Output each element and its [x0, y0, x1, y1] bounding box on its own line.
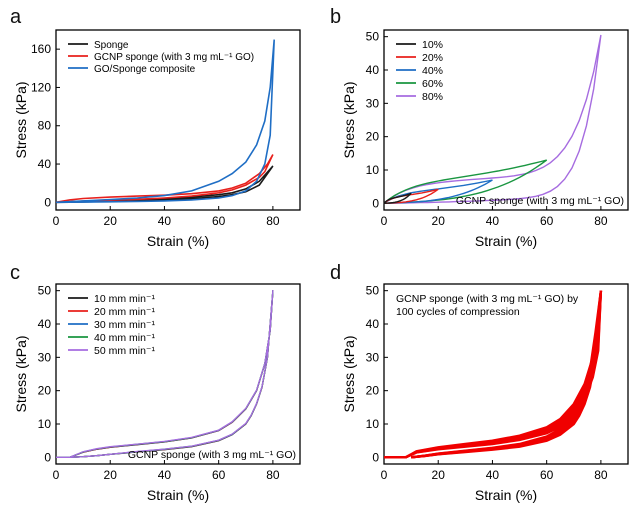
x-tick-label: 80 [266, 468, 280, 482]
x-tick-label: 40 [158, 468, 172, 482]
y-tick-label: 10 [38, 417, 52, 431]
y-tick-label: 50 [38, 284, 52, 298]
x-axis-title: Strain (%) [475, 233, 537, 249]
legend-label-2: 30 mm min⁻¹ [94, 319, 155, 331]
panel-label-a: a [10, 6, 22, 28]
x-tick-label: 60 [212, 214, 226, 228]
series-line-3 [56, 290, 274, 458]
panel-label-c: c [10, 262, 20, 284]
legend-label-0: 10% [422, 39, 443, 51]
series-line-1 [55, 154, 274, 204]
chart-b-svg: 0 20 40 60 80 0 10 20 30 40 50 Strain (%) Stress (kP… [341, 29, 629, 249]
annotation-line-0: GCNP sponge (with 3 mg mL⁻¹ GO) by [396, 293, 579, 305]
x-tick-label: 0 [53, 468, 60, 482]
series-line-1 [56, 290, 274, 458]
chart-a-svg: 0 20 40 60 80 0 40 80 120 160 Strain (%) Stress (kP… [13, 29, 301, 249]
y-tick-label: 40 [38, 317, 52, 331]
x-tick-label: 80 [594, 468, 608, 482]
y-tick-label: 20 [366, 384, 380, 398]
y-tick-label: 30 [366, 96, 380, 110]
y-tick-label: 120 [31, 80, 51, 94]
x-tick-label: 60 [540, 468, 554, 482]
x-tick-label: 40 [486, 468, 500, 482]
series-line-0 [383, 192, 412, 204]
x-tick-label: 40 [486, 214, 500, 228]
chart-panel-b: b 0 20 40 60 80 0 10 20 30 40 50 Strain (%) Stress (… [316, 0, 633, 254]
annotation-line-1: 100 cycles of compression [396, 306, 520, 318]
x-tick-label: 0 [53, 214, 60, 228]
legend-label-2: GO/Sponge composite [94, 64, 196, 75]
y-axis-title: Stress (kPa) [341, 335, 357, 412]
y-tick-label: 40 [366, 317, 380, 331]
y-tick-label: 50 [366, 284, 380, 298]
y-tick-label: 20 [38, 384, 52, 398]
y-tick-label: 0 [44, 195, 51, 209]
legend-label-1: 20% [422, 52, 443, 64]
y-tick-label: 30 [38, 350, 52, 364]
annotation-text: GCNP sponge (with 3 mg mL⁻¹ GO) [456, 195, 624, 207]
series-line-0 [55, 165, 274, 204]
x-tick-label: 60 [540, 214, 554, 228]
series-line-2 [56, 290, 274, 458]
x-tick-label: 0 [381, 214, 388, 228]
legend-label-0: Sponge [94, 40, 129, 51]
x-tick-label: 40 [158, 214, 172, 228]
y-tick-label: 0 [372, 450, 379, 464]
y-tick-label: 0 [44, 450, 51, 464]
x-tick-label: 20 [104, 468, 118, 482]
series-line-0 [56, 290, 274, 458]
y-tick-label: 160 [31, 42, 51, 56]
x-axis-title: Strain (%) [147, 487, 209, 503]
x-axis-title: Strain (%) [475, 487, 537, 503]
cycle-line-5 [384, 290, 603, 459]
legend-label-2: 40% [422, 65, 443, 77]
series-line-4 [56, 290, 274, 458]
x-tick-label: 20 [432, 468, 446, 482]
series-line-4 [383, 34, 602, 204]
x-tick-label: 60 [212, 468, 226, 482]
annotation-text: GCNP sponge (with 3 mg mL⁻¹ GO) [128, 449, 296, 461]
y-tick-label: 10 [366, 417, 380, 431]
x-tick-label: 20 [104, 214, 118, 228]
y-tick-label: 40 [366, 63, 380, 77]
y-tick-label: 80 [38, 119, 52, 133]
panel-label-b: b [330, 6, 342, 28]
legend-label-3: 60% [422, 78, 443, 90]
chart-panel-a: a 0 20 40 60 80 0 40 80 120 160 Strain (%) Stress (… [0, 0, 316, 254]
chart-d-svg: 0 20 40 60 80 0 10 20 30 40 50 Strain (%) Stress (kP… [341, 283, 629, 503]
y-axis-title: Stress (kPa) [341, 81, 357, 158]
panel-label-d: d [330, 262, 342, 284]
plot-frame [383, 29, 629, 211]
legend-label-3: 40 mm min⁻¹ [94, 332, 155, 344]
plot-frame [55, 283, 301, 465]
legend-label-1: 20 mm min⁻¹ [94, 306, 155, 318]
legend-label-1: GCNP sponge (with 3 mg mL⁻¹ GO) [94, 52, 254, 63]
x-tick-label: 80 [266, 214, 280, 228]
x-tick-label: 0 [381, 468, 388, 482]
chart-panel-d: d 0 20 40 60 80 0 10 20 30 40 50 Strain (%) Stress (… [316, 254, 633, 508]
chart-panel-c: c 0 20 40 60 80 0 10 20 30 40 50 Strain (%) Stress (… [0, 254, 316, 508]
legend-label-4: 80% [422, 91, 443, 103]
x-axis-title: Strain (%) [147, 233, 209, 249]
y-tick-label: 50 [366, 30, 380, 44]
series-line-2 [55, 39, 275, 204]
y-tick-label: 10 [366, 163, 380, 177]
legend-label-4: 50 mm min⁻¹ [94, 345, 155, 357]
legend-label-0: 10 mm min⁻¹ [94, 293, 155, 305]
plot-frame [383, 283, 629, 465]
y-axis-title: Stress (kPa) [13, 335, 29, 412]
chart-c-svg: 0 20 40 60 80 0 10 20 30 40 50 Strain (%) Stress (kP… [13, 283, 301, 503]
plot-frame [55, 29, 301, 211]
y-tick-label: 20 [366, 130, 380, 144]
y-tick-label: 0 [372, 196, 379, 210]
x-tick-label: 80 [594, 214, 608, 228]
y-tick-label: 40 [38, 157, 52, 171]
x-tick-label: 20 [432, 214, 446, 228]
series-line-2 [383, 179, 493, 204]
y-axis-title: Stress (kPa) [13, 81, 29, 158]
y-tick-label: 30 [366, 350, 380, 364]
